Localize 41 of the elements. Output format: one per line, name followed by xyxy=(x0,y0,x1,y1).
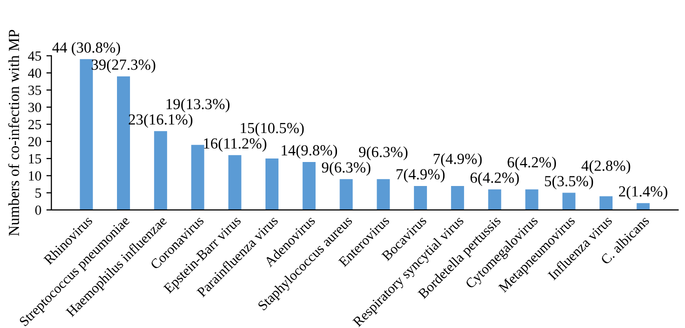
bar xyxy=(265,158,278,210)
y-axis-title: Numbers of co-infection with MP xyxy=(8,30,20,236)
bar xyxy=(340,179,353,210)
y-tick-label: 10 xyxy=(28,171,42,181)
data-label: 6(4.2%) xyxy=(508,156,556,171)
bar xyxy=(488,189,502,210)
bar xyxy=(154,131,168,210)
y-tick-label: 40 xyxy=(28,68,42,78)
data-label: 2(1.4%) xyxy=(619,186,668,200)
data-label: 9(6.3%) xyxy=(322,162,370,176)
bar xyxy=(80,59,93,210)
data-label: 6(4.2%) xyxy=(470,172,519,186)
data-label: 19(13.3%) xyxy=(166,98,230,112)
bar xyxy=(636,203,650,210)
bar xyxy=(451,186,464,210)
bar xyxy=(376,179,390,210)
y-tick-label: 15 xyxy=(28,154,42,164)
y-tick-label: 0 xyxy=(35,206,42,215)
data-label: 44 (30.8%) xyxy=(52,42,120,56)
data-label: 14(9.8%) xyxy=(282,144,338,159)
bar xyxy=(228,155,242,210)
bar xyxy=(191,144,204,210)
data-label: 7(4.9%) xyxy=(396,168,445,183)
y-tick-label: 35 xyxy=(28,86,42,95)
bar xyxy=(116,76,130,210)
bar xyxy=(414,186,427,210)
bar xyxy=(525,189,538,210)
data-label: 7(4.9%) xyxy=(434,153,482,168)
y-tick-label: 5 xyxy=(36,188,42,198)
data-label: 9(6.3%) xyxy=(358,146,408,160)
data-label: 16(11.2%) xyxy=(204,138,266,152)
y-tick-label: 45 xyxy=(28,51,42,61)
bar xyxy=(600,196,613,210)
bar xyxy=(302,162,316,210)
data-label: 15(10.5%) xyxy=(240,122,304,136)
data-label: 5(3.5%) xyxy=(544,176,594,190)
data-label: 4(2.8%) xyxy=(582,160,630,174)
y-tick-label: 25 xyxy=(28,120,42,130)
bar xyxy=(562,192,576,210)
y-tick-label: 20 xyxy=(28,136,42,146)
y-tick-label: 30 xyxy=(28,102,42,112)
